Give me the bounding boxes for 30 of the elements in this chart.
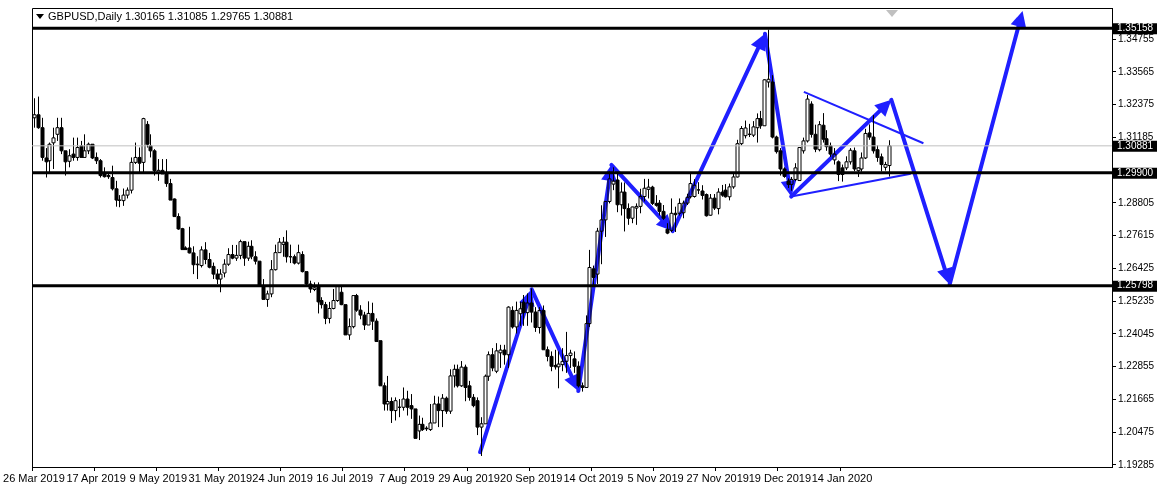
y-tick-label: 1.33565 [1118, 65, 1155, 77]
y-tick-label: 1.28805 [1118, 196, 1155, 208]
y-tick-label: 1.27615 [1118, 229, 1155, 241]
ref-line-label: 1.29900 [1117, 166, 1154, 178]
x-tick-label: 31 May 2019 [188, 471, 253, 484]
y-tick-label: 1.20475 [1118, 425, 1155, 437]
x-tick-label: 14 Oct 2019 [563, 471, 624, 484]
x-tick-label: 29 Aug 2019 [438, 471, 500, 484]
chart-title: GBPUSD,Daily 1.30165 1.31085 1.29765 1.30881 [48, 10, 294, 22]
x-tick-label: 20 Sep 2019 [500, 471, 563, 484]
x-tick-label: 27 Nov 2019 [686, 471, 749, 484]
y-tick-label: 1.19285 [1118, 458, 1155, 470]
x-tick-label: 17 Apr 2019 [66, 471, 126, 484]
x-tick-label: 19 Dec 2019 [748, 471, 812, 484]
y-tick-label: 1.21665 [1118, 393, 1155, 405]
x-tick-label: 16 Jul 2019 [316, 471, 374, 484]
x-tick-label: 5 Nov 2019 [627, 471, 684, 484]
x-tick-label: 14 Jan 2020 [811, 471, 873, 484]
x-tick-label: 7 Aug 2019 [379, 471, 435, 484]
x-tick-label: 9 May 2019 [129, 471, 187, 484]
y-tick-label: 1.26425 [1118, 262, 1155, 274]
y-tick-label: 1.24045 [1118, 327, 1155, 339]
y-tick-label: 1.32375 [1118, 98, 1155, 110]
x-tick-label: 26 Mar 2019 [3, 471, 65, 484]
y-tick-label: 1.22855 [1118, 360, 1155, 372]
x-tick-label: 24 Jun 2019 [252, 471, 313, 484]
y-tick-label: 1.25235 [1118, 294, 1155, 306]
ref-line-label: 1.35158 [1117, 21, 1154, 33]
ref-line-label: 1.25798 [1117, 279, 1154, 291]
y-tick-label: 1.34755 [1118, 32, 1155, 44]
